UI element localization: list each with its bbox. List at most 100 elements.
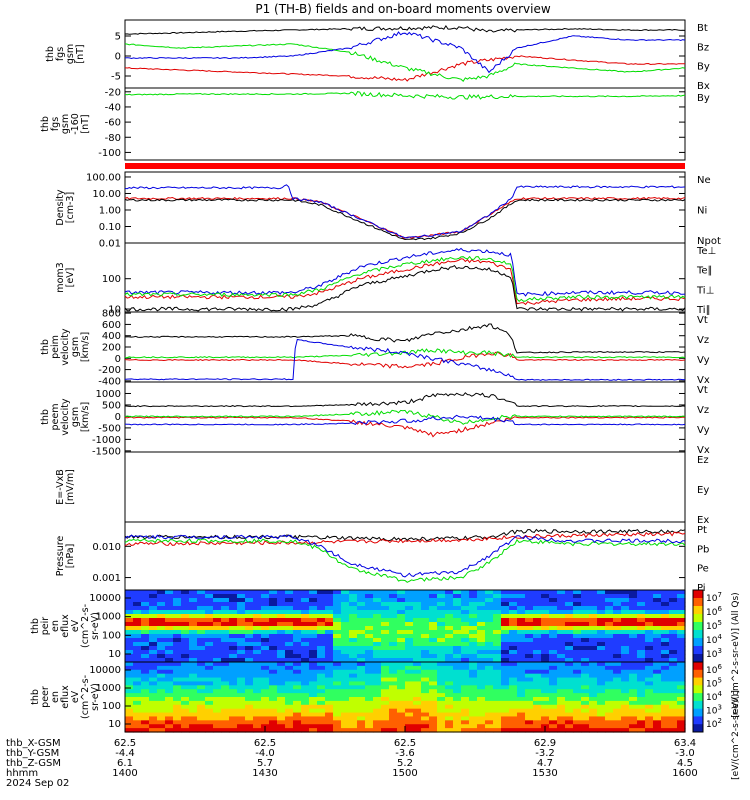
spectrogram-cell xyxy=(413,610,422,615)
spectrogram-cell xyxy=(261,662,270,667)
spectrogram-cell xyxy=(213,658,222,663)
spectrogram-cell xyxy=(653,681,662,686)
spectrogram-cell xyxy=(301,720,310,725)
spectrogram-cell xyxy=(165,614,174,619)
spectrogram-cell xyxy=(197,662,206,667)
spectrogram-cell xyxy=(165,669,174,675)
spectrogram-cell xyxy=(613,630,622,635)
spectrogram-cell xyxy=(149,642,158,647)
spectrogram-cell xyxy=(541,602,550,607)
spectrogram-cell xyxy=(269,685,278,690)
spectrogram-cell xyxy=(229,685,238,690)
spectrogram-cell xyxy=(333,689,342,694)
spectrogram-cell xyxy=(197,630,206,635)
spectrogram-cell xyxy=(237,708,246,714)
spectrogram-cell xyxy=(325,590,334,595)
spectrogram-cell xyxy=(573,626,582,631)
spectrogram-cell xyxy=(381,700,390,706)
spectrogram-cell xyxy=(333,728,342,733)
spectrogram-cell xyxy=(133,602,142,607)
spectrogram-cell xyxy=(173,716,182,721)
spectrogram-cell xyxy=(245,658,254,663)
spectrogram-cell xyxy=(413,594,422,599)
spectrogram-cell xyxy=(517,598,526,603)
spectrogram-cell xyxy=(213,638,222,643)
spectrogram-cell xyxy=(285,681,294,686)
spectrogram-cell xyxy=(469,669,478,675)
spectrogram-cell xyxy=(349,650,358,655)
spectrogram-cell xyxy=(309,634,318,639)
spectrogram-cell xyxy=(597,673,606,679)
spectrogram-cell xyxy=(565,638,574,643)
panel-ylabel: peim xyxy=(50,335,61,359)
spectrogram-cell xyxy=(541,708,550,714)
spectrogram-cell xyxy=(637,634,646,639)
spectrogram-cell xyxy=(245,700,254,706)
spectrogram-cell xyxy=(285,658,294,663)
spectrogram-cell xyxy=(413,720,422,725)
spectrogram-cell xyxy=(669,594,678,599)
spectrogram-cell xyxy=(653,712,662,718)
spectrogram-cell xyxy=(373,662,382,667)
spectrogram-cell xyxy=(301,602,310,607)
spectrogram-cell xyxy=(501,630,510,635)
spectrogram-cell xyxy=(381,712,390,718)
spectrogram-cell xyxy=(389,724,398,729)
spectrogram-cell xyxy=(293,646,302,651)
spectrogram-cell xyxy=(429,602,438,607)
spectrogram-cell xyxy=(453,673,462,679)
spectrogram-cell xyxy=(597,626,606,631)
spectrogram-cell xyxy=(645,685,654,690)
spectrogram-cell xyxy=(269,654,278,659)
spectrogram-cell xyxy=(525,693,534,698)
spectrogram-cell xyxy=(165,602,174,607)
spectrogram-cell xyxy=(677,646,686,651)
spectrogram-cell xyxy=(405,665,414,671)
spectrogram-cell xyxy=(229,677,238,683)
spectrogram-cell xyxy=(189,646,198,651)
spectrogram-cell xyxy=(493,622,502,627)
spectrogram-cell xyxy=(573,689,582,694)
spectrogram-cell xyxy=(597,689,606,694)
spectrogram-cell xyxy=(301,622,310,627)
spectrogram-cell xyxy=(629,610,638,615)
spectrogram-cell xyxy=(373,634,382,639)
spectrogram-cell xyxy=(141,590,150,595)
spectrogram-cell xyxy=(341,700,350,706)
spectrogram-cell xyxy=(389,594,398,599)
spectrogram-cell xyxy=(421,610,430,615)
spectrogram-cell xyxy=(565,618,574,623)
spectrogram-cell xyxy=(653,720,662,725)
spectrogram-cell xyxy=(469,622,478,627)
spectrogram-cell xyxy=(285,669,294,675)
spectrogram-cell xyxy=(213,594,222,599)
spectrogram-cell xyxy=(229,669,238,675)
legend-label: Vy xyxy=(697,425,710,436)
series-line-fgs-1 xyxy=(124,55,685,82)
spectrogram-cell xyxy=(461,673,470,679)
colorbar-segment xyxy=(693,638,703,647)
spectrogram-cell xyxy=(573,630,582,635)
ytick-label: 1000 xyxy=(96,612,121,623)
spectrogram-cell xyxy=(589,590,598,595)
spectrogram-cell xyxy=(629,685,638,690)
spectrogram-cell xyxy=(453,728,462,733)
spectrogram-cell xyxy=(157,677,166,683)
spectrogram-cell xyxy=(501,638,510,643)
spectrogram-cell xyxy=(445,689,454,694)
spectrogram-cell xyxy=(477,673,486,679)
time-axis-value: 62.5 xyxy=(254,738,276,749)
spectrogram-cell xyxy=(317,693,326,698)
spectrogram-cell xyxy=(589,614,598,619)
spectrogram-cell xyxy=(181,646,190,651)
spectrogram-cell xyxy=(581,712,590,718)
spectrogram-cell xyxy=(133,728,142,733)
spectrogram-cell xyxy=(293,622,302,627)
spectrogram-cell xyxy=(501,697,510,702)
spectrogram-cell xyxy=(269,704,278,710)
spectrogram-cell xyxy=(309,669,318,675)
spectrogram-cell xyxy=(165,642,174,647)
spectrogram-cell xyxy=(533,728,542,733)
spectrogram-cell xyxy=(157,610,166,615)
spectrogram-cell xyxy=(677,720,686,725)
